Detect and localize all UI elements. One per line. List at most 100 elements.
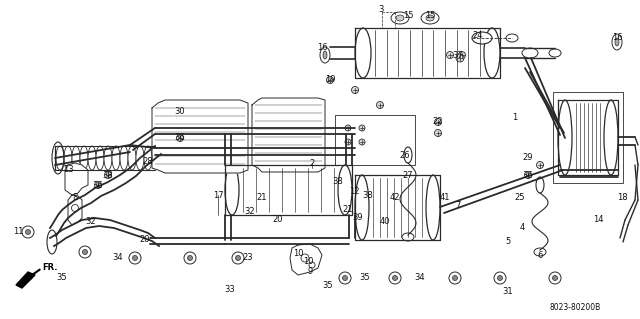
Text: 35: 35 xyxy=(57,273,67,283)
Polygon shape xyxy=(290,244,322,275)
Circle shape xyxy=(177,135,184,142)
Text: 7: 7 xyxy=(455,201,461,210)
Text: 38: 38 xyxy=(363,190,373,199)
Circle shape xyxy=(132,256,138,261)
Ellipse shape xyxy=(426,15,434,21)
Polygon shape xyxy=(225,165,352,215)
Circle shape xyxy=(359,139,365,145)
Circle shape xyxy=(79,246,91,258)
Text: 13: 13 xyxy=(63,166,74,174)
Text: 19: 19 xyxy=(324,76,335,85)
Circle shape xyxy=(83,249,88,255)
Ellipse shape xyxy=(615,38,619,46)
Text: 21: 21 xyxy=(257,194,268,203)
Polygon shape xyxy=(355,175,440,240)
Circle shape xyxy=(552,276,557,280)
Text: 32: 32 xyxy=(86,218,96,226)
Circle shape xyxy=(232,252,244,264)
Circle shape xyxy=(184,252,196,264)
Ellipse shape xyxy=(72,146,80,170)
Text: 16: 16 xyxy=(317,43,327,53)
Polygon shape xyxy=(152,100,248,173)
Text: 20: 20 xyxy=(140,235,150,244)
Text: 34: 34 xyxy=(415,273,426,283)
Text: 4: 4 xyxy=(520,224,525,233)
Text: 33: 33 xyxy=(225,286,236,294)
Circle shape xyxy=(345,125,351,131)
Text: 27: 27 xyxy=(403,170,413,180)
Text: 37: 37 xyxy=(452,50,463,60)
Text: 36: 36 xyxy=(93,181,104,189)
Text: 41: 41 xyxy=(440,194,451,203)
Circle shape xyxy=(26,229,31,234)
Text: 5: 5 xyxy=(506,238,511,247)
Text: 12: 12 xyxy=(349,188,359,197)
Text: 16: 16 xyxy=(612,33,622,42)
Circle shape xyxy=(435,130,442,137)
Text: 17: 17 xyxy=(212,190,223,199)
Ellipse shape xyxy=(88,146,96,170)
Polygon shape xyxy=(68,195,82,225)
Polygon shape xyxy=(558,100,618,175)
Text: 30: 30 xyxy=(175,108,186,116)
Text: 31: 31 xyxy=(502,287,513,296)
Circle shape xyxy=(188,256,193,261)
Text: 15: 15 xyxy=(425,11,435,19)
Circle shape xyxy=(345,139,351,145)
Circle shape xyxy=(294,256,306,268)
Circle shape xyxy=(449,272,461,284)
Text: 14: 14 xyxy=(593,216,604,225)
Circle shape xyxy=(129,252,141,264)
Ellipse shape xyxy=(120,146,128,170)
Ellipse shape xyxy=(104,146,112,170)
Text: 6: 6 xyxy=(538,251,543,261)
Circle shape xyxy=(326,77,333,84)
Ellipse shape xyxy=(534,248,546,256)
Text: 42: 42 xyxy=(390,194,400,203)
Ellipse shape xyxy=(323,51,327,59)
Circle shape xyxy=(389,272,401,284)
Text: 8: 8 xyxy=(72,192,77,202)
Text: 25: 25 xyxy=(515,194,525,203)
Circle shape xyxy=(447,51,454,58)
Text: 24: 24 xyxy=(473,31,483,40)
Circle shape xyxy=(549,272,561,284)
Circle shape xyxy=(95,182,102,189)
Text: 39: 39 xyxy=(353,213,364,222)
Circle shape xyxy=(452,276,458,280)
Circle shape xyxy=(342,276,348,280)
Bar xyxy=(335,115,415,165)
Circle shape xyxy=(359,125,365,131)
Text: 1: 1 xyxy=(513,114,518,122)
Circle shape xyxy=(536,161,543,168)
Text: 10: 10 xyxy=(292,249,303,257)
Text: 11: 11 xyxy=(13,227,23,236)
Text: 22: 22 xyxy=(433,117,444,127)
Text: 10: 10 xyxy=(303,257,313,266)
Circle shape xyxy=(376,101,383,108)
Ellipse shape xyxy=(64,146,72,170)
Text: FR.: FR. xyxy=(42,263,58,272)
Circle shape xyxy=(351,86,358,93)
Ellipse shape xyxy=(56,146,64,170)
Text: 20: 20 xyxy=(273,216,284,225)
Text: 9: 9 xyxy=(307,268,312,277)
Circle shape xyxy=(435,118,442,125)
Ellipse shape xyxy=(144,146,152,170)
Circle shape xyxy=(458,51,465,58)
Ellipse shape xyxy=(396,15,404,21)
Text: 8023-80200B: 8023-80200B xyxy=(549,303,600,313)
Circle shape xyxy=(456,54,464,62)
Circle shape xyxy=(392,276,397,280)
Ellipse shape xyxy=(320,47,330,63)
Text: 3: 3 xyxy=(378,5,384,14)
Text: 29: 29 xyxy=(523,153,533,162)
Ellipse shape xyxy=(472,32,492,44)
Ellipse shape xyxy=(128,146,136,170)
Circle shape xyxy=(22,226,34,238)
Text: 38: 38 xyxy=(333,177,344,187)
Ellipse shape xyxy=(80,146,88,170)
Circle shape xyxy=(298,259,303,264)
Circle shape xyxy=(494,272,506,284)
Text: 36: 36 xyxy=(175,133,186,143)
